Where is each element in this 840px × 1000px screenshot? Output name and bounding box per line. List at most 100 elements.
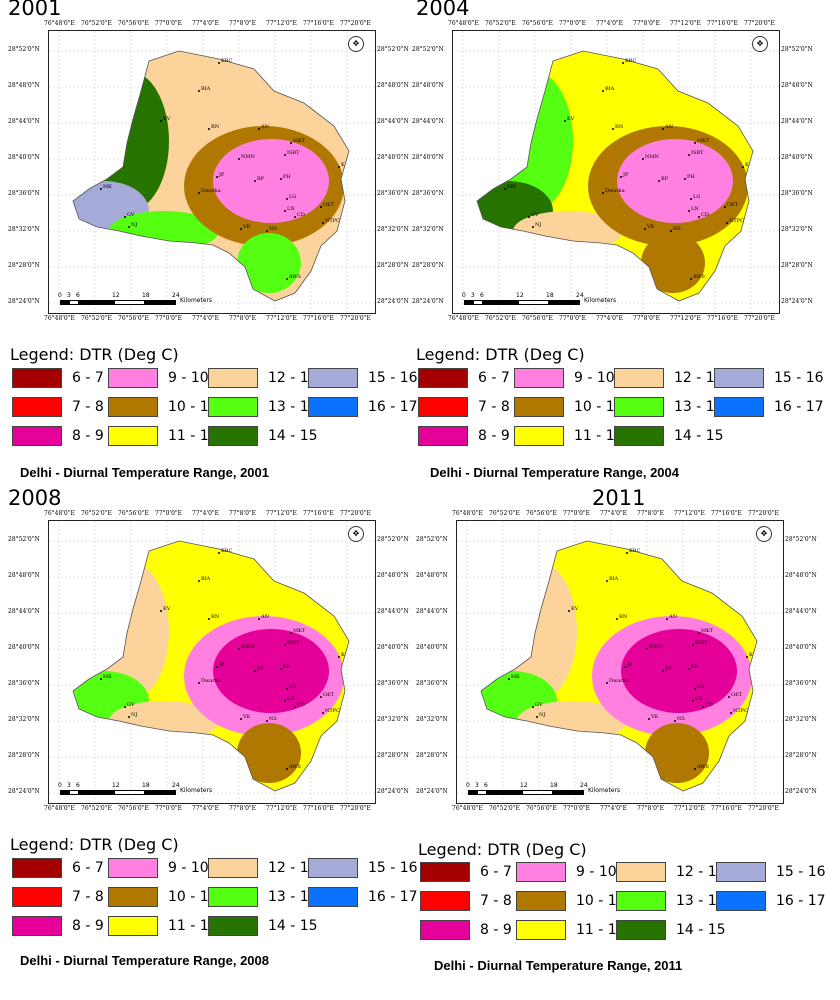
longitude-label: 77°16'0"E <box>707 20 738 27</box>
legend-swatch <box>716 891 766 911</box>
longitude-label: 76°56'0"E <box>526 805 557 812</box>
place-marker <box>616 618 618 620</box>
longitude-label: 77°0'0"E <box>559 315 587 322</box>
scale-tick: 24 <box>580 782 588 789</box>
latitude-label: 28°52'0"N <box>785 536 817 543</box>
latitude-label: 28°52'0"N <box>416 536 448 543</box>
scale-tick: 3 <box>475 782 479 789</box>
legend-label: 10 - 11 <box>574 399 624 415</box>
place-label: NJ <box>535 222 541 228</box>
latitude-label: 28°52'0"N <box>377 536 409 543</box>
legend-label: 15 - 16 <box>774 370 824 386</box>
latitude-label: 28°24'0"N <box>416 788 448 795</box>
longitude-label: 77°20'0"E <box>744 20 775 27</box>
latitude-label: 28°44'0"N <box>8 118 40 125</box>
place-label: K <box>341 162 345 168</box>
place-label: AWS <box>288 274 302 280</box>
place-marker <box>602 192 604 194</box>
legend-label: 6 - 7 <box>72 860 104 876</box>
place-marker <box>240 718 242 720</box>
place-marker <box>746 656 748 658</box>
place-marker <box>690 198 692 200</box>
scale-tick: 18 <box>550 782 558 789</box>
place-marker <box>564 120 566 122</box>
legend-swatch <box>514 426 564 446</box>
place-label: MK <box>103 674 112 680</box>
longitude-label: 76°52'0"E <box>81 805 112 812</box>
latitude-label: 28°40'0"N <box>412 154 444 161</box>
scale-unit: Kilometers <box>584 297 617 304</box>
legend-title: Legend: DTR (Deg C) <box>10 835 179 854</box>
latitude-label: 28°40'0"N <box>8 644 40 651</box>
legend-swatch <box>108 397 158 417</box>
latitude-label: 28°36'0"N <box>412 190 444 197</box>
map-frame: KRC BIA KV RN AN MKT NMN ISBT JP BP PH LG MK GV NJ VK NS… <box>48 30 376 314</box>
legend-swatch <box>308 887 358 907</box>
scale-segment <box>548 300 580 305</box>
place-label: LN <box>287 206 295 212</box>
legend-swatch <box>420 891 470 911</box>
legend-swatch <box>514 397 564 417</box>
dtr-zones <box>73 51 349 301</box>
latitude-label: 28°40'0"N <box>8 154 40 161</box>
place-marker <box>692 644 694 646</box>
latitude-label: 28°24'0"N <box>377 788 409 795</box>
legend-label: 15 - 16 <box>368 860 418 876</box>
place-marker <box>568 610 570 612</box>
legend-label: 15 - 16 <box>368 370 418 386</box>
longitude-label: 77°8'0"E <box>637 510 665 517</box>
legend-swatch <box>12 426 62 446</box>
map-frame: KRC BIA KV RN AN MKT NMN ISBT JP BP PH LG MK GV NJ VK NS… <box>456 520 784 804</box>
scale-segment <box>114 300 146 305</box>
place-marker <box>100 678 102 680</box>
place-marker <box>536 716 538 718</box>
scale-tick: 12 <box>516 292 524 299</box>
panel-year: 2004 <box>416 0 470 20</box>
scale-unit: Kilometers <box>180 297 213 304</box>
place-label: NS <box>677 716 685 722</box>
longitude-label: 77°12'0"E <box>674 510 705 517</box>
latitude-label: 28°32'0"N <box>785 716 817 723</box>
place-label: Dwarka <box>609 678 629 684</box>
map-panel-2004: 2004 KRC BIA KV RN AN MKT NMN ISBT JP BP PH LG MK GV N… <box>412 0 832 500</box>
place-marker <box>294 706 296 708</box>
place-marker <box>338 656 340 658</box>
latitude-label: 28°52'0"N <box>8 46 40 53</box>
scale-tick: 0 <box>462 292 466 299</box>
scale-tick: 0 <box>466 782 470 789</box>
legend-swatch <box>12 858 62 878</box>
latitude-label: 28°48'0"N <box>377 82 409 89</box>
latitude-label: 28°32'0"N <box>781 226 813 233</box>
place-marker <box>198 90 200 92</box>
place-marker <box>698 632 700 634</box>
longitude-label: 77°8'0"E <box>229 20 257 27</box>
delhi-boundary <box>476 50 754 302</box>
longitude-label: 77°4'0"E <box>600 805 628 812</box>
place-marker <box>254 670 256 672</box>
place-marker <box>216 176 218 178</box>
scale-segment <box>144 790 176 795</box>
legend-label: 12 - 13 <box>268 370 318 386</box>
longitude-label: 76°52'0"E <box>489 510 520 517</box>
longitude-label: 76°48'0"E <box>44 510 75 517</box>
place-marker <box>726 222 728 224</box>
scale-unit: Kilometers <box>180 787 213 794</box>
place-marker <box>322 712 324 714</box>
place-marker <box>692 700 694 702</box>
map-caption: Delhi - Diurnal Temperature Range, 2001 <box>20 465 269 480</box>
place-label: NS <box>673 226 681 232</box>
place-marker <box>532 706 534 708</box>
scale-bar: 0 3 6 12 18 24 Kilometers <box>58 292 212 306</box>
legend-label: 12 - 13 <box>676 864 726 880</box>
place-label: KV <box>567 116 575 122</box>
scale-segment <box>486 790 524 795</box>
delhi-boundary <box>480 540 758 792</box>
scale-segment <box>78 790 116 795</box>
place-label: CD <box>705 702 713 708</box>
place-label: OET <box>731 692 743 698</box>
place-marker <box>338 166 340 168</box>
legend-label: 10 - 11 <box>168 399 218 415</box>
longitude-label: 77°12'0"E <box>266 20 297 27</box>
scale-tick: 24 <box>172 292 180 299</box>
place-marker <box>128 716 130 718</box>
